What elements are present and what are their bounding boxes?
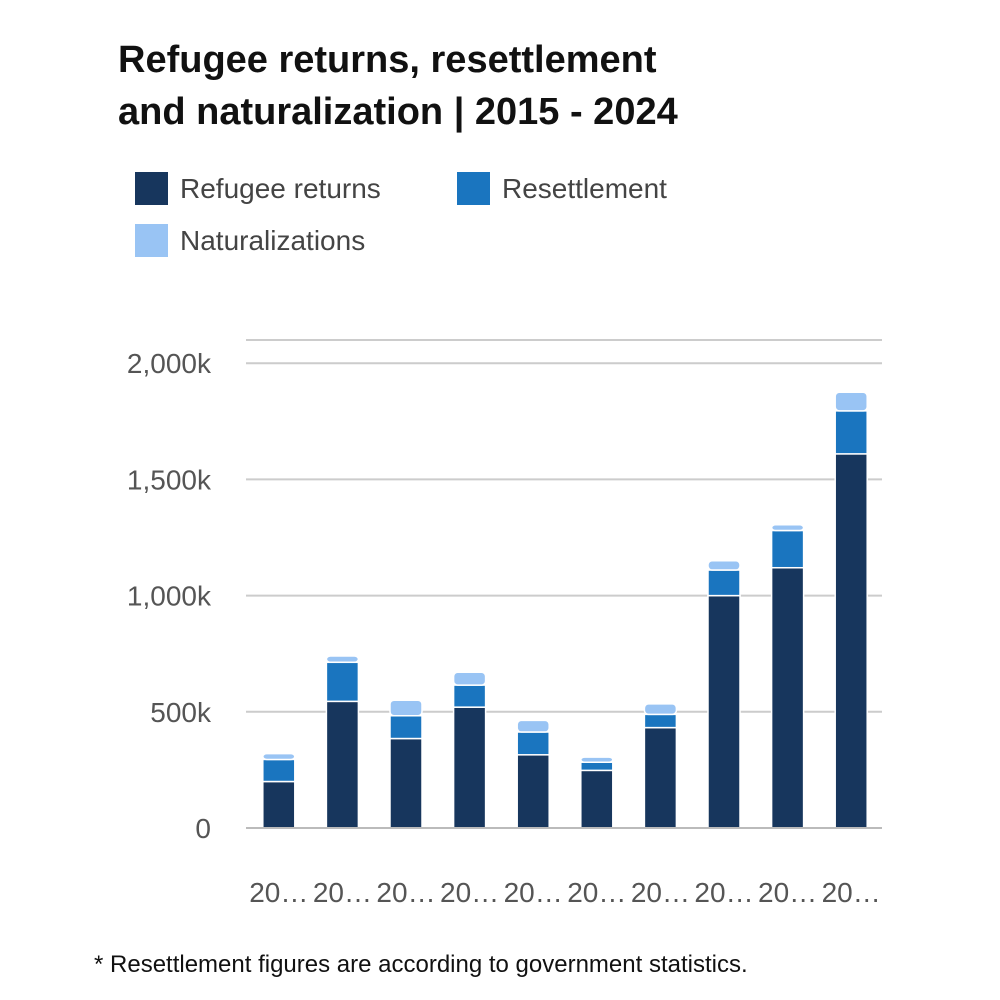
y-tick-label: 1,500k	[127, 464, 212, 495]
x-tick-label: 20…	[249, 877, 308, 908]
bar-segment-resettlement	[580, 761, 614, 772]
bar-segment-naturalizations	[707, 560, 741, 571]
x-tick-label: 20…	[631, 877, 690, 908]
x-tick-label: 20…	[567, 877, 626, 908]
x-tick-label: 20…	[822, 877, 881, 908]
bar-segment-naturalizations	[516, 719, 550, 733]
bar-segment-resettlement	[643, 713, 678, 729]
x-tick-label: 20…	[694, 877, 753, 908]
bar-segment-resettlement	[707, 569, 741, 597]
legend-label-resettlement: Resettlement	[502, 172, 667, 204]
bar-segment-resettlement	[770, 529, 805, 569]
bar-segment-resettlement	[452, 684, 487, 708]
chart-title: Refugee returns, resettlement and natura…	[118, 34, 878, 138]
chart-title-line-1: Refugee returns, resettlement	[118, 39, 657, 81]
bar-segment-refugee-returns	[770, 566, 805, 829]
legend-item-refugee-returns: Refugee returns	[135, 172, 381, 205]
y-tick-label: 0	[195, 813, 211, 844]
bar-segment-naturalizations	[834, 391, 868, 412]
x-tick-label: 20…	[376, 877, 435, 908]
legend-label-naturalizations: Naturalizations	[180, 224, 366, 256]
bar-segment-naturalizations	[770, 523, 805, 532]
bar-segment-refugee-returns	[580, 769, 614, 829]
legend-item-resettlement: Resettlement	[457, 172, 667, 205]
bar-segment-refugee-returns	[389, 737, 423, 829]
bar-segment-resettlement	[516, 731, 550, 756]
bar-segment-refugee-returns	[262, 780, 296, 829]
legend-swatch-resettlement	[457, 172, 490, 205]
bar-segment-resettlement	[262, 758, 296, 783]
legend-label-refugee-returns: Refugee returns	[180, 172, 381, 204]
bar-segment-naturalizations	[262, 752, 296, 761]
legend-swatch-refugee-returns	[135, 172, 168, 205]
bar-segment-naturalizations	[325, 655, 360, 664]
bar-segment-naturalizations	[452, 671, 487, 686]
bar-segment-refugee-returns	[707, 594, 741, 829]
bar-segment-naturalizations	[643, 703, 678, 716]
bar-segment-refugee-returns	[516, 754, 550, 829]
bar-segment-resettlement	[834, 410, 868, 455]
x-tick-label: 20…	[758, 877, 817, 908]
footnote: * Resettlement figures are according to …	[94, 951, 748, 978]
bar-segment-refugee-returns	[325, 700, 360, 829]
x-tick-label: 20…	[313, 877, 372, 908]
y-tick-label: 1,000k	[127, 581, 212, 612]
legend-item-naturalizations: Naturalizations	[135, 224, 365, 257]
bar-segment-naturalizations	[580, 756, 614, 763]
y-tick-label: 2,000k	[127, 348, 212, 379]
bar-segment-naturalizations	[389, 699, 423, 717]
bar-segment-resettlement	[325, 661, 360, 703]
bar-segment-refugee-returns	[643, 726, 678, 829]
legend-swatch-naturalizations	[135, 224, 168, 257]
y-tick-label: 500k	[150, 697, 212, 728]
x-tick-label: 20…	[440, 877, 499, 908]
x-tick-label: 20…	[504, 877, 563, 908]
bar-segment-refugee-returns	[452, 706, 487, 829]
bar-segment-resettlement	[389, 715, 423, 740]
bar-segment-refugee-returns	[834, 453, 868, 829]
chart-title-line-2: and naturalization | 2015 - 2024	[118, 91, 678, 133]
